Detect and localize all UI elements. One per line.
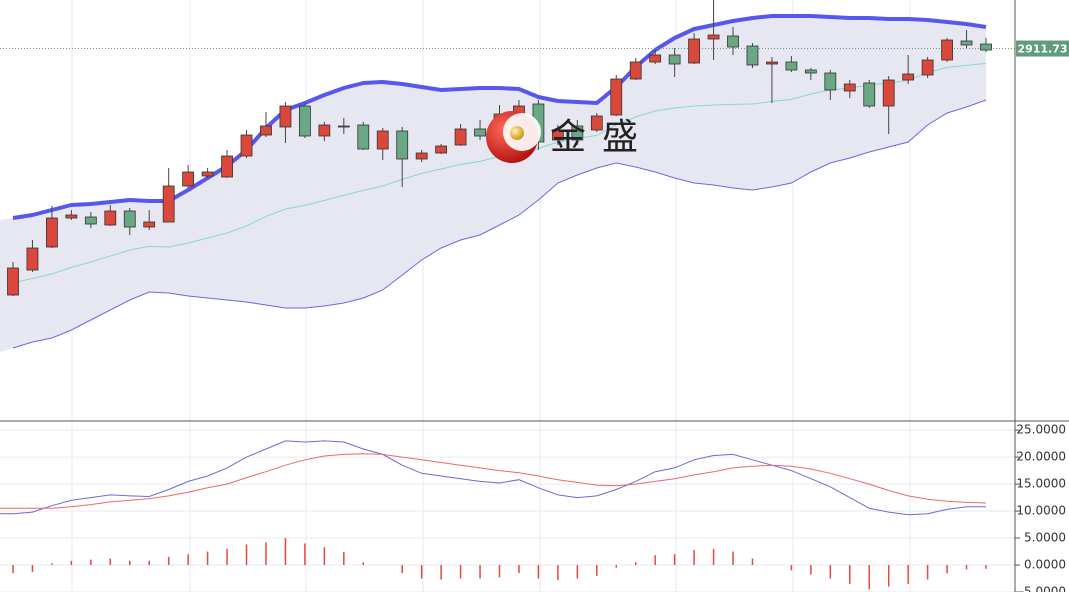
candle-body <box>727 35 739 48</box>
candle-body <box>960 40 973 46</box>
candle-body <box>649 54 662 63</box>
candle-body <box>182 171 195 187</box>
candle-body <box>46 217 58 248</box>
y-tick-label: 10.0000 <box>1016 504 1066 518</box>
indicator-line <box>0 440 986 516</box>
band-fill <box>0 16 986 352</box>
y-tick-label: 25.0000 <box>1016 423 1066 437</box>
candle-body <box>84 216 97 225</box>
candle-body <box>396 130 409 160</box>
candle-body <box>804 69 817 74</box>
candle-body <box>415 152 428 160</box>
candle-body <box>376 130 389 150</box>
candle-body <box>571 125 584 141</box>
candle-body <box>474 128 486 137</box>
candle-body <box>882 79 895 107</box>
candle-body <box>941 39 953 61</box>
candle-body <box>337 125 350 128</box>
candle-body <box>668 54 681 65</box>
candle-body <box>843 83 856 92</box>
candle-body <box>279 105 292 128</box>
candle-body <box>629 61 642 80</box>
candle-body <box>201 171 214 177</box>
candle-body <box>221 155 233 178</box>
candle-body <box>298 105 311 137</box>
y-tick-label: 5.0000 <box>1024 531 1066 545</box>
candle-body <box>65 214 78 219</box>
logo-ball <box>510 126 524 140</box>
candle-body <box>318 124 331 137</box>
candle-body <box>590 115 603 131</box>
lower-band <box>12 99 987 349</box>
logo: 金 盛 <box>486 111 638 163</box>
upper-band <box>12 14 987 220</box>
watermark-text: 盛 <box>602 117 638 158</box>
candle-body <box>921 59 934 76</box>
candle-body <box>104 210 117 226</box>
candle-body <box>746 45 759 66</box>
candle-body <box>123 210 136 228</box>
candle-body <box>26 247 39 271</box>
candle-body <box>7 267 19 296</box>
candle-body <box>162 185 175 223</box>
candle-body <box>707 34 720 40</box>
candle-body <box>143 221 156 228</box>
candle-body <box>260 125 272 136</box>
candle-body <box>610 78 623 116</box>
indicator-line <box>0 453 987 509</box>
candle-body <box>785 61 798 71</box>
y-tick-label: 20.0000 <box>1016 450 1066 464</box>
y-tick-label: 15.0000 <box>1016 477 1066 491</box>
last-price-box <box>1016 40 1069 57</box>
candle-body <box>863 82 876 107</box>
y-tick-label: -5.0000 <box>1020 585 1066 592</box>
y-tick-label: 0.0000 <box>1024 558 1066 572</box>
candle-body <box>454 128 467 146</box>
last-price-label: 2911.73 <box>1017 43 1067 56</box>
candle-body <box>980 43 992 51</box>
candle-body <box>766 61 778 65</box>
candle-body <box>902 73 915 81</box>
candle-body <box>240 134 253 157</box>
candle-body <box>435 145 448 154</box>
candle-body <box>357 124 370 150</box>
candle-body <box>824 72 837 91</box>
candle-body <box>551 129 564 141</box>
candle-body <box>688 38 700 64</box>
watermark-text: 金 <box>550 117 586 158</box>
